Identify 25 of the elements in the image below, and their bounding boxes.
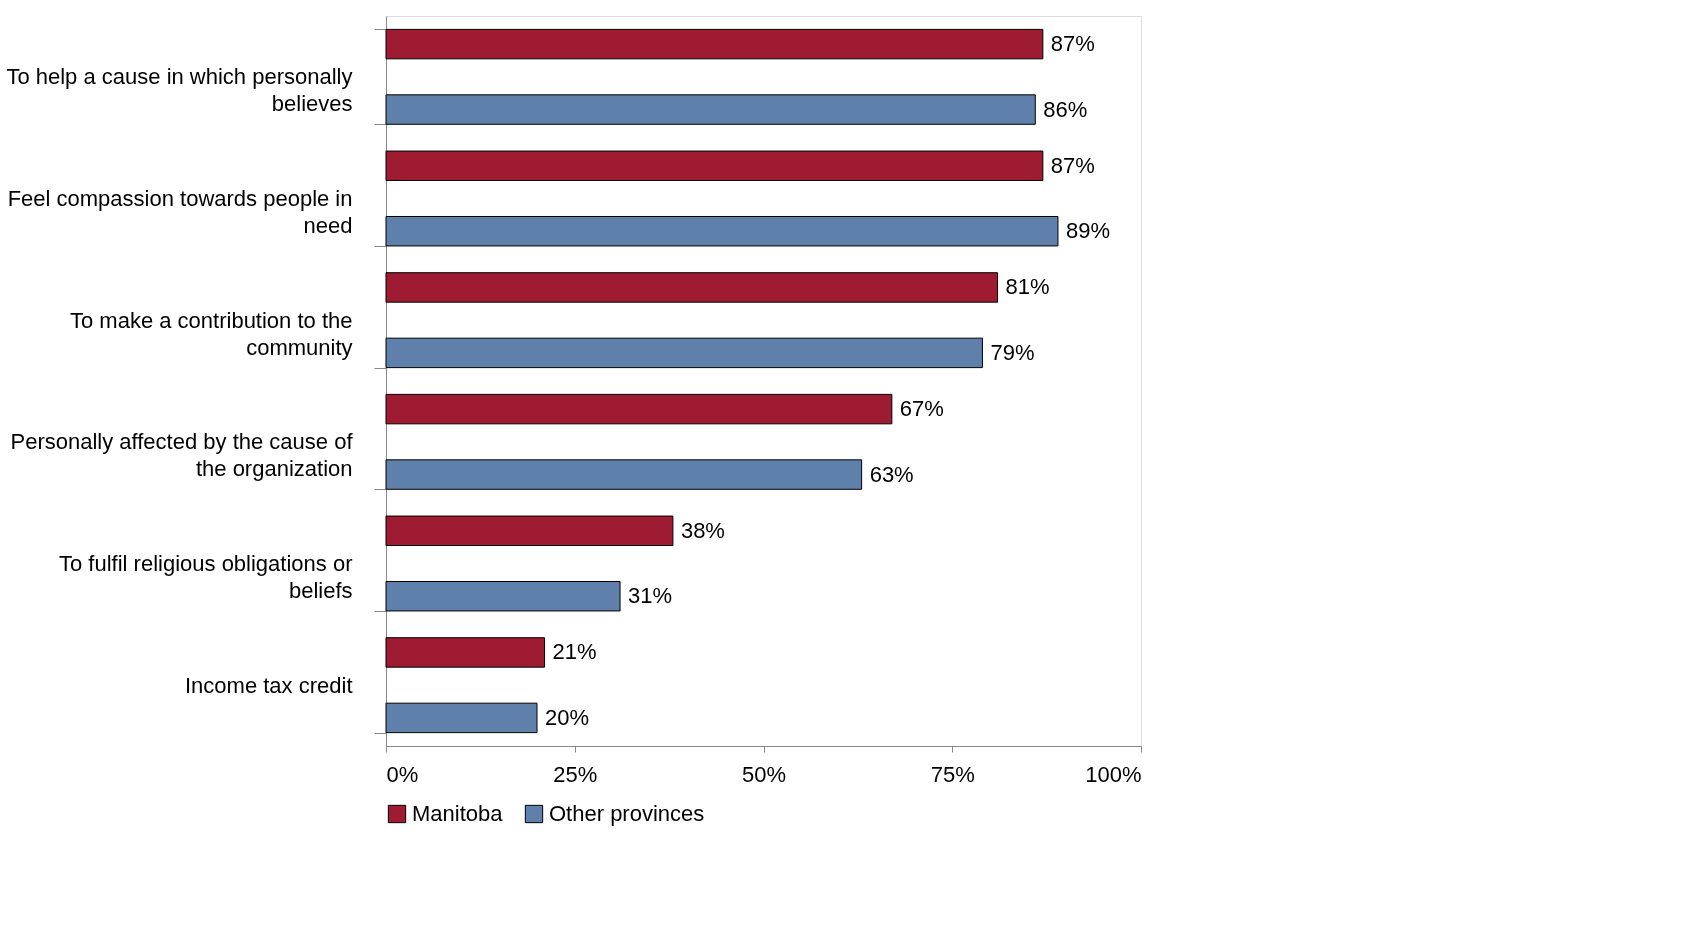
data-label: 38% [680, 517, 725, 543]
x-tick-label: 0% [386, 761, 419, 787]
x-tick-label: 50% [741, 761, 787, 787]
y-tick-label: To make a contribution to the community [70, 307, 353, 360]
legend-label: Manitoba [412, 801, 504, 826]
y-tick-label: Feel compassion towards people in need [7, 186, 353, 238]
x-tick-label: 75% [930, 761, 975, 787]
legend-label: Other provinces [549, 801, 705, 826]
data-label: 31% [628, 583, 673, 609]
data-label: 86% [1043, 96, 1088, 122]
data-label: 81% [1005, 274, 1050, 300]
data-label: 20% [545, 704, 590, 730]
data-label: 67% [899, 396, 944, 422]
data-label: 89% [1065, 218, 1110, 244]
x-tick-label: 25% [553, 761, 598, 787]
y-tick-label: To help a cause in which personally believes [6, 64, 353, 117]
y-tick-label: Income tax credit [184, 672, 353, 698]
y-tick-label: Personally affected by the cause of the organization [10, 429, 354, 482]
data-label: 87% [1050, 152, 1095, 178]
data-label: 87% [1050, 31, 1095, 57]
data-label: 21% [552, 639, 597, 665]
data-label: 63% [869, 461, 914, 487]
data-label: 79% [990, 339, 1035, 365]
y-tick-label: To fulfil religious obligations or beliefs [59, 551, 353, 603]
x-tick-label: 100% [1085, 761, 1142, 787]
